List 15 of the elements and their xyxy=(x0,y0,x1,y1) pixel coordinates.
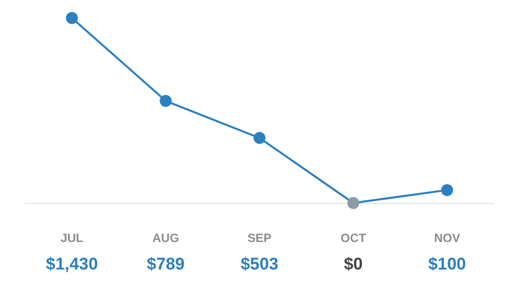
point xyxy=(254,132,266,144)
point xyxy=(347,197,360,209)
data-label: $503 xyxy=(240,254,278,274)
x-tick-label: SEP xyxy=(247,231,272,245)
x-tick-label: NOV xyxy=(434,231,460,245)
x-tick-label: JUL xyxy=(60,231,84,245)
point xyxy=(441,184,454,196)
data-label: $1,430 xyxy=(46,254,98,274)
x-tick-label: AUG xyxy=(152,231,180,245)
point xyxy=(160,94,172,107)
data-label: $0 xyxy=(344,254,363,274)
data-label: $789 xyxy=(146,254,185,274)
data-label: $100 xyxy=(428,254,466,274)
point xyxy=(66,12,78,24)
x-tick-label: OCT xyxy=(340,231,367,245)
